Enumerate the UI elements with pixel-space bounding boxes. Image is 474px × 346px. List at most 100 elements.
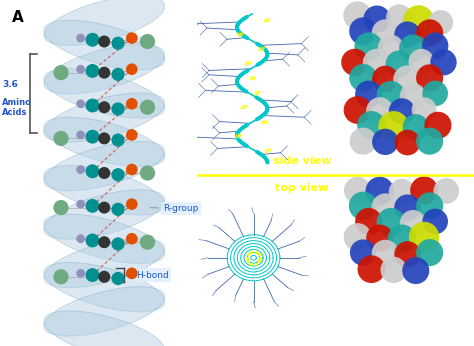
Point: [404, 252, 411, 257]
Ellipse shape: [44, 20, 164, 70]
Point: [144, 239, 151, 245]
Point: [398, 189, 406, 195]
Point: [128, 66, 136, 72]
Point: [398, 109, 406, 114]
Point: [390, 267, 397, 273]
Point: [387, 219, 394, 225]
Ellipse shape: [44, 287, 164, 336]
Point: [57, 136, 65, 141]
Point: [382, 251, 389, 256]
Point: [100, 70, 108, 75]
Point: [359, 138, 367, 144]
Ellipse shape: [44, 0, 164, 45]
Point: [426, 203, 433, 209]
Point: [89, 169, 96, 174]
Point: [376, 108, 383, 113]
Point: [100, 239, 108, 245]
Point: [354, 107, 361, 113]
Point: [114, 106, 122, 112]
Point: [144, 39, 151, 44]
Point: [89, 68, 96, 74]
Point: [77, 201, 84, 207]
Point: [404, 32, 411, 37]
Point: [359, 203, 367, 209]
Point: [398, 236, 406, 242]
Point: [359, 75, 367, 81]
Point: [114, 40, 122, 46]
Point: [373, 60, 381, 66]
Point: [376, 188, 383, 194]
Point: [431, 219, 439, 224]
Point: [100, 39, 108, 44]
Point: [382, 139, 389, 145]
Point: [354, 13, 361, 18]
Ellipse shape: [44, 69, 164, 118]
Ellipse shape: [44, 142, 164, 191]
Point: [415, 18, 422, 24]
Ellipse shape: [44, 166, 164, 215]
Point: [368, 266, 375, 272]
Point: [114, 276, 122, 281]
Ellipse shape: [44, 93, 164, 142]
Ellipse shape: [44, 238, 164, 288]
Ellipse shape: [44, 190, 164, 239]
Point: [144, 170, 151, 176]
Point: [390, 124, 397, 129]
Point: [409, 220, 417, 226]
Point: [440, 60, 447, 65]
Point: [77, 132, 84, 138]
Point: [409, 46, 417, 51]
Point: [359, 28, 367, 34]
Ellipse shape: [44, 45, 164, 94]
Point: [382, 76, 389, 82]
Point: [409, 93, 417, 99]
Point: [354, 188, 361, 193]
Point: [100, 205, 108, 210]
Ellipse shape: [44, 214, 164, 263]
Point: [57, 205, 65, 210]
Point: [89, 203, 96, 209]
Point: [426, 75, 433, 81]
Point: [426, 30, 433, 36]
Point: [100, 104, 108, 110]
Point: [412, 125, 419, 130]
Point: [420, 234, 428, 240]
Point: [387, 45, 394, 51]
Ellipse shape: [44, 263, 164, 312]
Point: [100, 170, 108, 176]
Point: [89, 272, 96, 278]
Point: [77, 66, 84, 72]
Point: [426, 250, 433, 255]
Point: [114, 207, 122, 212]
Text: B: B: [202, 7, 212, 20]
Point: [443, 188, 450, 194]
Point: [89, 103, 96, 108]
Point: [114, 172, 122, 177]
Point: [100, 136, 108, 141]
Point: [418, 59, 425, 64]
Point: [100, 274, 108, 280]
Point: [77, 167, 84, 172]
Point: [128, 271, 136, 276]
Ellipse shape: [44, 117, 164, 166]
Point: [128, 167, 136, 172]
Point: [395, 15, 403, 20]
Point: [365, 44, 373, 49]
Ellipse shape: [44, 311, 164, 346]
Point: [387, 92, 394, 98]
Point: [431, 91, 439, 96]
Point: [89, 238, 96, 243]
Point: [382, 204, 389, 210]
Point: [114, 241, 122, 247]
Point: [420, 107, 428, 112]
Point: [57, 274, 65, 280]
Point: [128, 201, 136, 207]
Point: [359, 250, 367, 255]
Point: [351, 60, 358, 65]
Point: [404, 205, 411, 210]
Text: C: C: [202, 178, 211, 191]
Point: [404, 77, 411, 82]
Point: [77, 236, 84, 242]
Text: top view: top view: [275, 183, 329, 193]
Text: side view: side view: [273, 156, 331, 166]
